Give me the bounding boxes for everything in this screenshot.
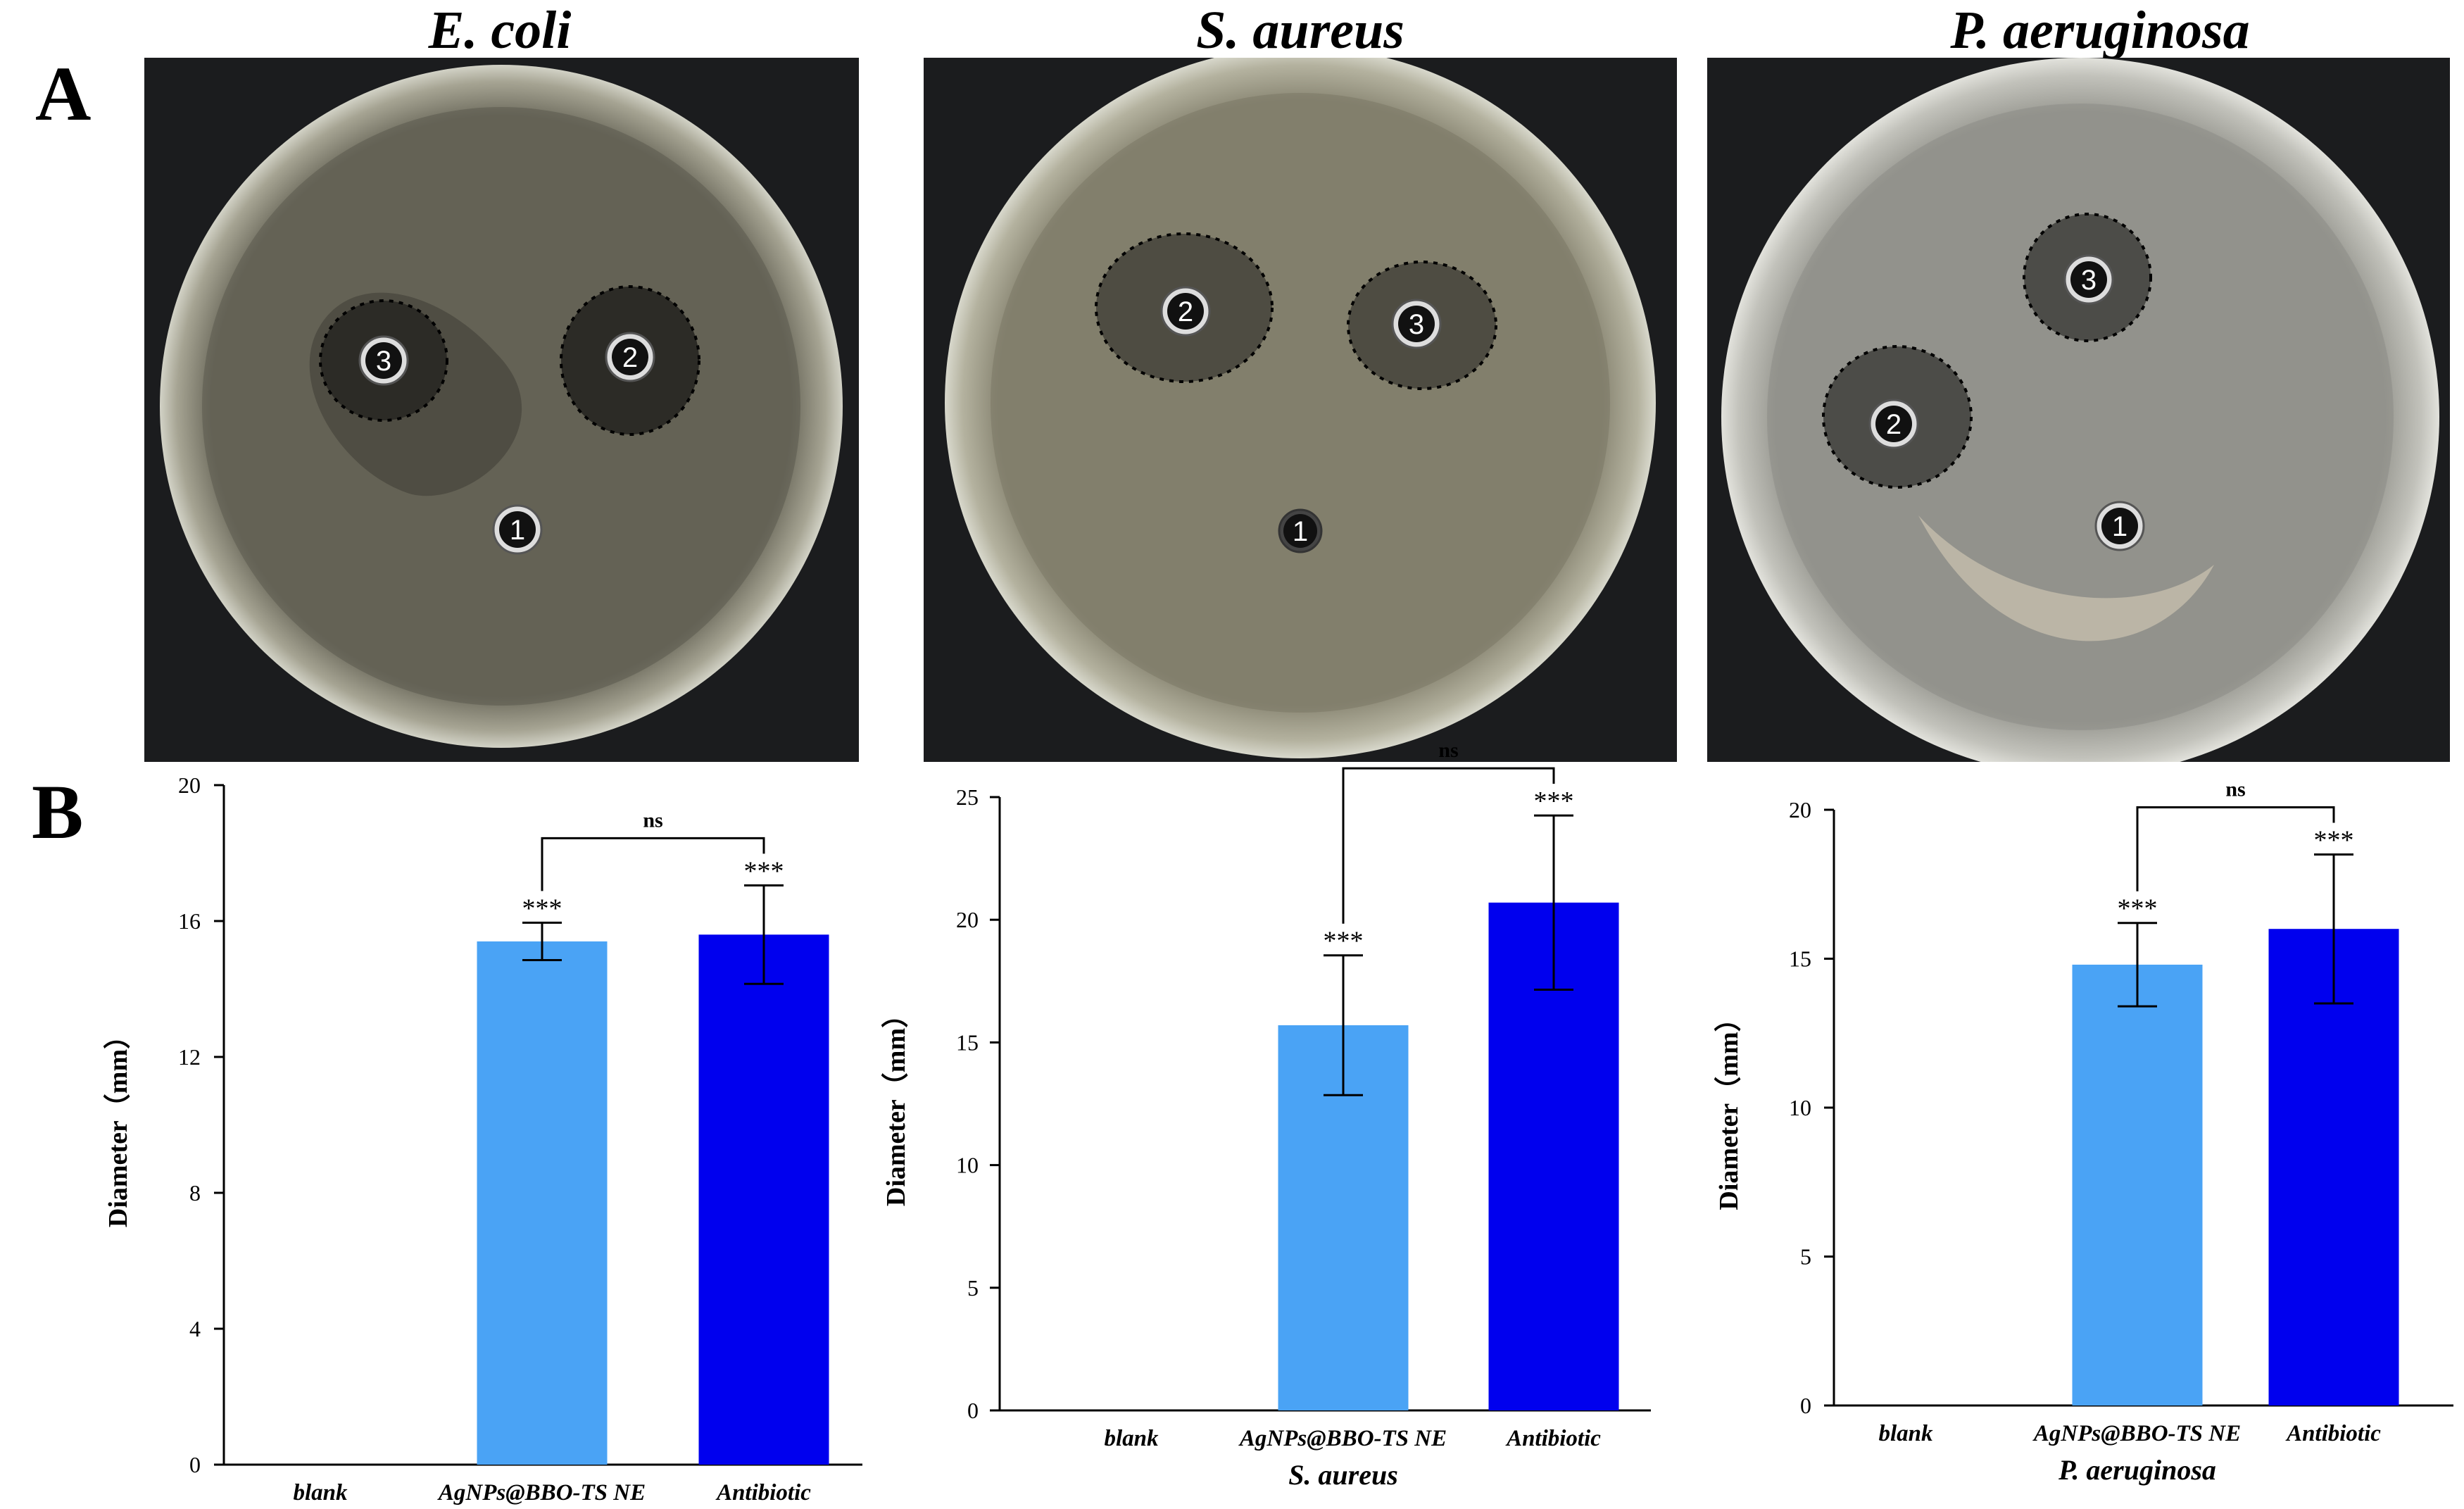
- well-3: 3: [1391, 299, 1442, 349]
- plate-photo-paeruginosa: 3 2 1: [1707, 58, 2450, 762]
- y-tick-label: 20: [956, 907, 979, 932]
- category-label: AgNPs@BBO-TS NE: [2032, 1421, 2241, 1446]
- comparison-label: ns: [2225, 777, 2245, 801]
- y-tick-label: 10: [956, 1153, 979, 1178]
- significance-label: ***: [522, 894, 562, 923]
- category-label: blank: [293, 1480, 348, 1505]
- y-tick-label: 25: [956, 784, 979, 810]
- category-label: blank: [1878, 1421, 1933, 1446]
- y-tick-label: 20: [178, 772, 201, 798]
- plate-photo-ecoli: 3 2 1: [144, 58, 859, 762]
- plate-title-saureus: S. aureus: [1196, 1, 1404, 60]
- svg-text:2: 2: [1886, 409, 1902, 440]
- category-label: Antibiotic: [715, 1480, 811, 1505]
- bar: [477, 941, 608, 1465]
- y-axis-title: Diameter（mm）: [103, 1022, 133, 1227]
- well-2: 2: [1160, 286, 1211, 337]
- y-tick-label: 0: [189, 1452, 201, 1477]
- svg-text:1: 1: [2112, 511, 2127, 542]
- significance-label: ***: [1534, 787, 1574, 816]
- plate-title-ecoli: E. coli: [428, 1, 572, 60]
- x-axis-title: P. aeruginosa: [2058, 1454, 2216, 1486]
- well-1: 1: [1278, 508, 1323, 553]
- y-tick-label: 0: [1800, 1393, 1811, 1418]
- y-tick-label: 20: [1789, 797, 1811, 822]
- y-tick-label: 4: [189, 1316, 201, 1341]
- comparison-label: ns: [1438, 739, 1458, 762]
- y-axis-title: Diameter（mm）: [881, 1001, 911, 1206]
- well-1: 1: [2094, 501, 2145, 551]
- svg-text:3: 3: [2081, 265, 2097, 296]
- y-tick-label: 15: [1789, 946, 1811, 972]
- category-label: blank: [1104, 1426, 1159, 1451]
- y-tick-label: 8: [189, 1180, 201, 1206]
- y-tick-label: 5: [1800, 1244, 1811, 1270]
- category-label: Antibiotic: [2285, 1421, 2381, 1446]
- significance-label: ***: [744, 856, 784, 886]
- bar-chart-ecoli: 0 4 8 12 16 20 blank *** AgNPs@BBO-TS NE *** Antib…: [0, 760, 880, 1509]
- bar: [2072, 964, 2203, 1405]
- comparison-bracket: [541, 837, 765, 891]
- y-tick-label: 0: [967, 1398, 979, 1423]
- plate-title-paeruginosa: P. aeruginosa: [1950, 1, 2250, 60]
- svg-text:2: 2: [1178, 296, 1193, 327]
- panel-label-a: A: [35, 51, 92, 137]
- y-axis-title: Diameter（mm）: [1714, 1005, 1744, 1210]
- svg-text:1: 1: [510, 515, 525, 546]
- well-1: 1: [492, 504, 543, 555]
- category-label: Antibiotic: [1505, 1426, 1601, 1451]
- well-3: 3: [358, 335, 409, 386]
- svg-text:3: 3: [376, 346, 391, 377]
- y-tick-label: 5: [967, 1275, 979, 1301]
- comparison-bracket: [1342, 767, 1555, 924]
- significance-label: ***: [2314, 825, 2354, 855]
- svg-text:1: 1: [1293, 516, 1308, 547]
- svg-text:3: 3: [1409, 309, 1424, 340]
- y-tick-label: 12: [178, 1044, 201, 1070]
- comparison-label: ns: [643, 808, 662, 832]
- plate-photo-saureus: 2 3 1: [924, 58, 1677, 762]
- chart-svg: 0 5 10 15 20 blank *** AgNPs@BBO-TS NE *** Antibi…: [1714, 777, 2453, 1486]
- chart-svg: 0 5 10 15 20 25 blank *** AgNPs@BBO-TS NE *** Anti…: [881, 739, 1651, 1491]
- category-label: AgNPs@BBO-TS NE: [437, 1480, 646, 1505]
- y-tick-label: 16: [178, 908, 201, 934]
- bar: [698, 934, 829, 1465]
- well-2: 2: [1868, 399, 1919, 449]
- bar-chart-paeruginosa: 0 5 10 15 20 blank *** AgNPs@BBO-TS NE *** Antibi…: [1668, 760, 2464, 1509]
- chart-svg: 0 4 8 12 16 20 blank *** AgNPs@BBO-TS NE *** Antib…: [103, 772, 862, 1505]
- well-3: 3: [2063, 254, 2114, 305]
- significance-label: ***: [1324, 927, 1364, 956]
- y-tick-label: 10: [1789, 1095, 1811, 1120]
- bar: [2268, 929, 2399, 1405]
- x-axis-title: S. aureus: [1288, 1459, 1398, 1491]
- well-2: 2: [605, 332, 655, 382]
- bar-chart-saureus: 0 5 10 15 20 25 blank *** AgNPs@BBO-TS NE *** Anti…: [880, 739, 1668, 1509]
- category-label: AgNPs@BBO-TS NE: [1238, 1426, 1447, 1451]
- svg-text:2: 2: [622, 342, 638, 373]
- comparison-bracket: [2136, 806, 2335, 891]
- significance-label: ***: [2118, 894, 2158, 924]
- y-tick-label: 15: [956, 1029, 979, 1055]
- panel-label-b: B: [32, 769, 84, 855]
